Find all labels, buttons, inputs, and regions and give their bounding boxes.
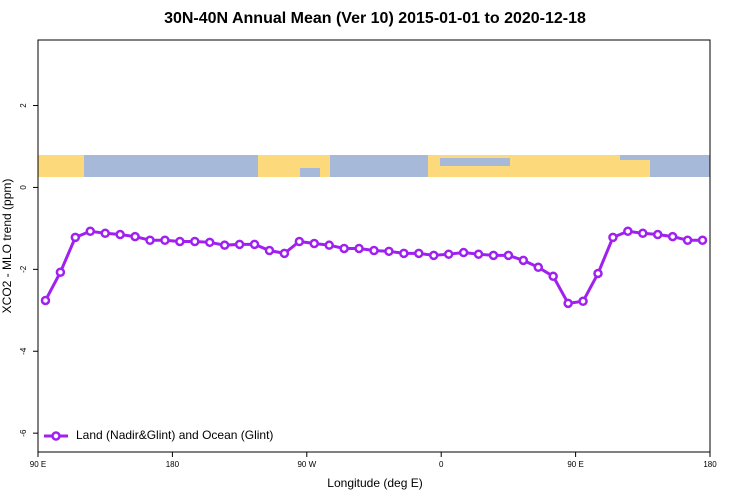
y-axis-label: XCO2 - MLO trend (ppm) xyxy=(0,179,14,314)
point xyxy=(279,248,290,259)
point xyxy=(264,245,275,256)
point xyxy=(384,246,394,257)
point xyxy=(160,235,170,246)
point xyxy=(652,229,663,240)
y-tick-label: 0 xyxy=(19,185,28,190)
point xyxy=(354,243,364,254)
point xyxy=(115,229,125,240)
point xyxy=(667,231,678,242)
point xyxy=(443,249,454,259)
point xyxy=(100,228,110,239)
x-tick-label: 90 W xyxy=(297,460,316,469)
point xyxy=(458,247,469,258)
y-tick-label: 2 xyxy=(19,103,28,108)
legend-label: Land (Nadir&Glint) and Ocean (Glint) xyxy=(76,428,273,442)
point xyxy=(145,235,155,246)
chart-title: 30N-40N Annual Mean (Ver 10) 2015-01-01 … xyxy=(164,10,586,27)
point xyxy=(488,250,499,261)
point xyxy=(294,236,305,247)
x-tick-label: 90 E xyxy=(30,460,46,469)
point xyxy=(70,232,81,243)
x-tick-label: 90 E xyxy=(567,460,583,469)
map-strip xyxy=(38,155,710,177)
point xyxy=(249,239,260,250)
point xyxy=(608,232,618,243)
point xyxy=(503,250,514,261)
y-tick-label: -6 xyxy=(19,429,28,437)
point xyxy=(578,296,588,307)
point xyxy=(369,245,379,256)
point xyxy=(593,268,603,279)
point xyxy=(55,267,66,277)
point xyxy=(309,238,320,249)
point xyxy=(175,236,185,247)
point xyxy=(399,248,409,259)
legend-item: Land (Nadir&Glint) and Ocean (Glint) xyxy=(44,428,273,442)
series-line xyxy=(44,229,703,305)
point xyxy=(204,237,215,248)
point xyxy=(623,226,633,237)
y-tick-label: -2 xyxy=(19,265,28,273)
point xyxy=(473,249,484,259)
point xyxy=(518,255,529,266)
legend-marker xyxy=(51,431,61,441)
point xyxy=(428,250,439,261)
point xyxy=(697,235,708,246)
point xyxy=(682,235,693,246)
x-tick-label: 0 xyxy=(439,460,444,469)
point xyxy=(234,239,245,250)
point xyxy=(414,248,424,259)
point xyxy=(533,262,544,273)
x-axis-label: Longitude (deg E) xyxy=(327,476,422,490)
point xyxy=(324,240,334,250)
point xyxy=(548,271,558,282)
x-tick-label: 180 xyxy=(703,460,717,469)
point xyxy=(638,228,648,239)
point xyxy=(190,236,200,247)
point xyxy=(85,226,96,237)
x-tick-label: 180 xyxy=(166,460,180,469)
plot-frame xyxy=(37,39,711,453)
point xyxy=(40,295,51,306)
point xyxy=(219,240,230,250)
y-tick-label: -4 xyxy=(19,347,28,355)
point xyxy=(563,298,573,309)
point xyxy=(130,231,140,242)
point xyxy=(339,243,349,254)
